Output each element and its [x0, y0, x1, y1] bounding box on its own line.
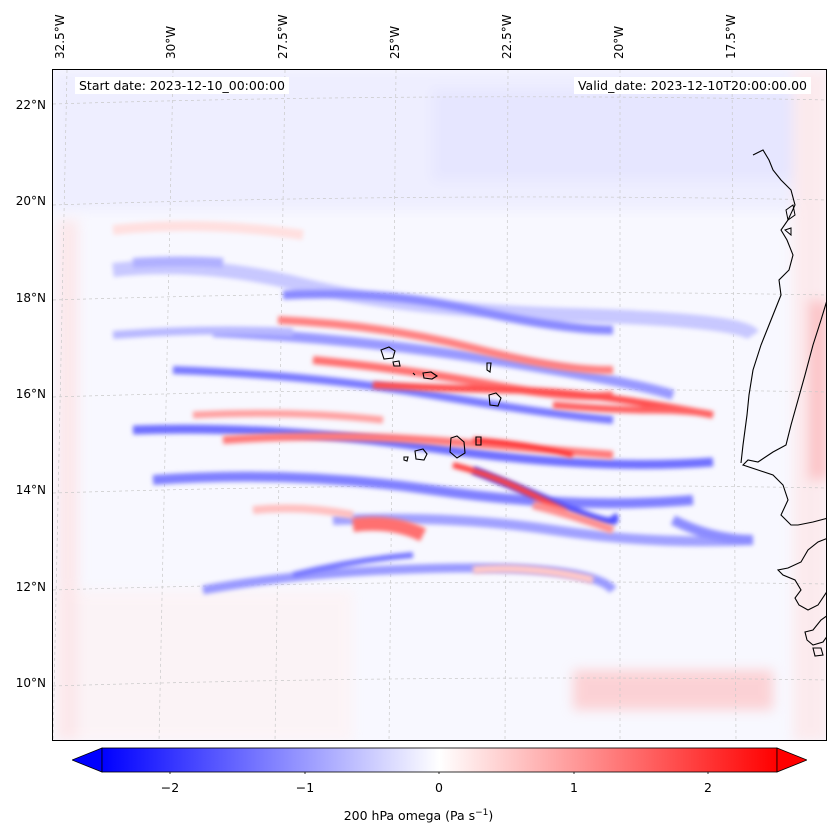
colorbar-title-end: ): [488, 808, 494, 824]
colorbar-ticks: [169, 772, 709, 774]
lon-label-30w: 30°W: [164, 25, 178, 59]
omega-map: [52, 69, 827, 741]
colorbar: [72, 747, 807, 774]
colorbar-tick-0: 0: [435, 780, 443, 795]
lat-label-18n: 18°N: [15, 291, 46, 305]
colorbar-title-exponent: −1: [475, 808, 489, 818]
africa-coastline: [741, 301, 826, 657]
lon-label-22-5w: 22.5°W: [500, 14, 514, 59]
lon-label-20w: 20°W: [612, 25, 626, 59]
lat-label-12n: 12°N: [15, 580, 46, 594]
colorbar-tick-neg2: −2: [160, 780, 180, 795]
colorbar-tick-2: 2: [704, 780, 712, 795]
colorbar-extend-low: [72, 747, 103, 773]
lon-label-17-5w: 17.5°W: [724, 14, 738, 59]
colorbar-tick-1: 1: [570, 780, 578, 795]
lat-label-16n: 16°N: [15, 387, 46, 401]
colorbar-tick-neg1: −1: [295, 780, 315, 795]
cape-verde-islands: [380, 346, 502, 462]
omega-field: [53, 70, 826, 740]
colorbar-title-text: 200 hPa omega (Pa s: [343, 808, 476, 824]
lat-label-20n: 20°N: [15, 194, 46, 208]
coast-inlet: [783, 204, 796, 237]
lat-label-22n: 22°N: [15, 98, 46, 112]
lon-label-25w: 25°W: [388, 25, 402, 59]
lon-label-27-5w: 27.5°W: [276, 14, 290, 59]
colorbar-title: 200 hPa omega (Pa s−1): [0, 808, 837, 823]
lon-label-32-5w: 32.5°W: [53, 14, 67, 59]
valid-date-label: Valid_date: 2023-12-10T20:00:00.00: [573, 77, 811, 94]
negative-omega-bands: [112, 256, 759, 595]
colorbar-gradient: [101, 747, 778, 773]
positive-omega-bands: [112, 221, 714, 584]
lat-label-14n: 14°N: [15, 483, 46, 497]
lat-label-10n: 10°N: [15, 676, 46, 690]
colorbar-extend-high: [776, 747, 807, 773]
africa-coast-north: [740, 149, 796, 464]
start-date-label: Start date: 2023-12-10_00:00:00: [75, 77, 289, 94]
